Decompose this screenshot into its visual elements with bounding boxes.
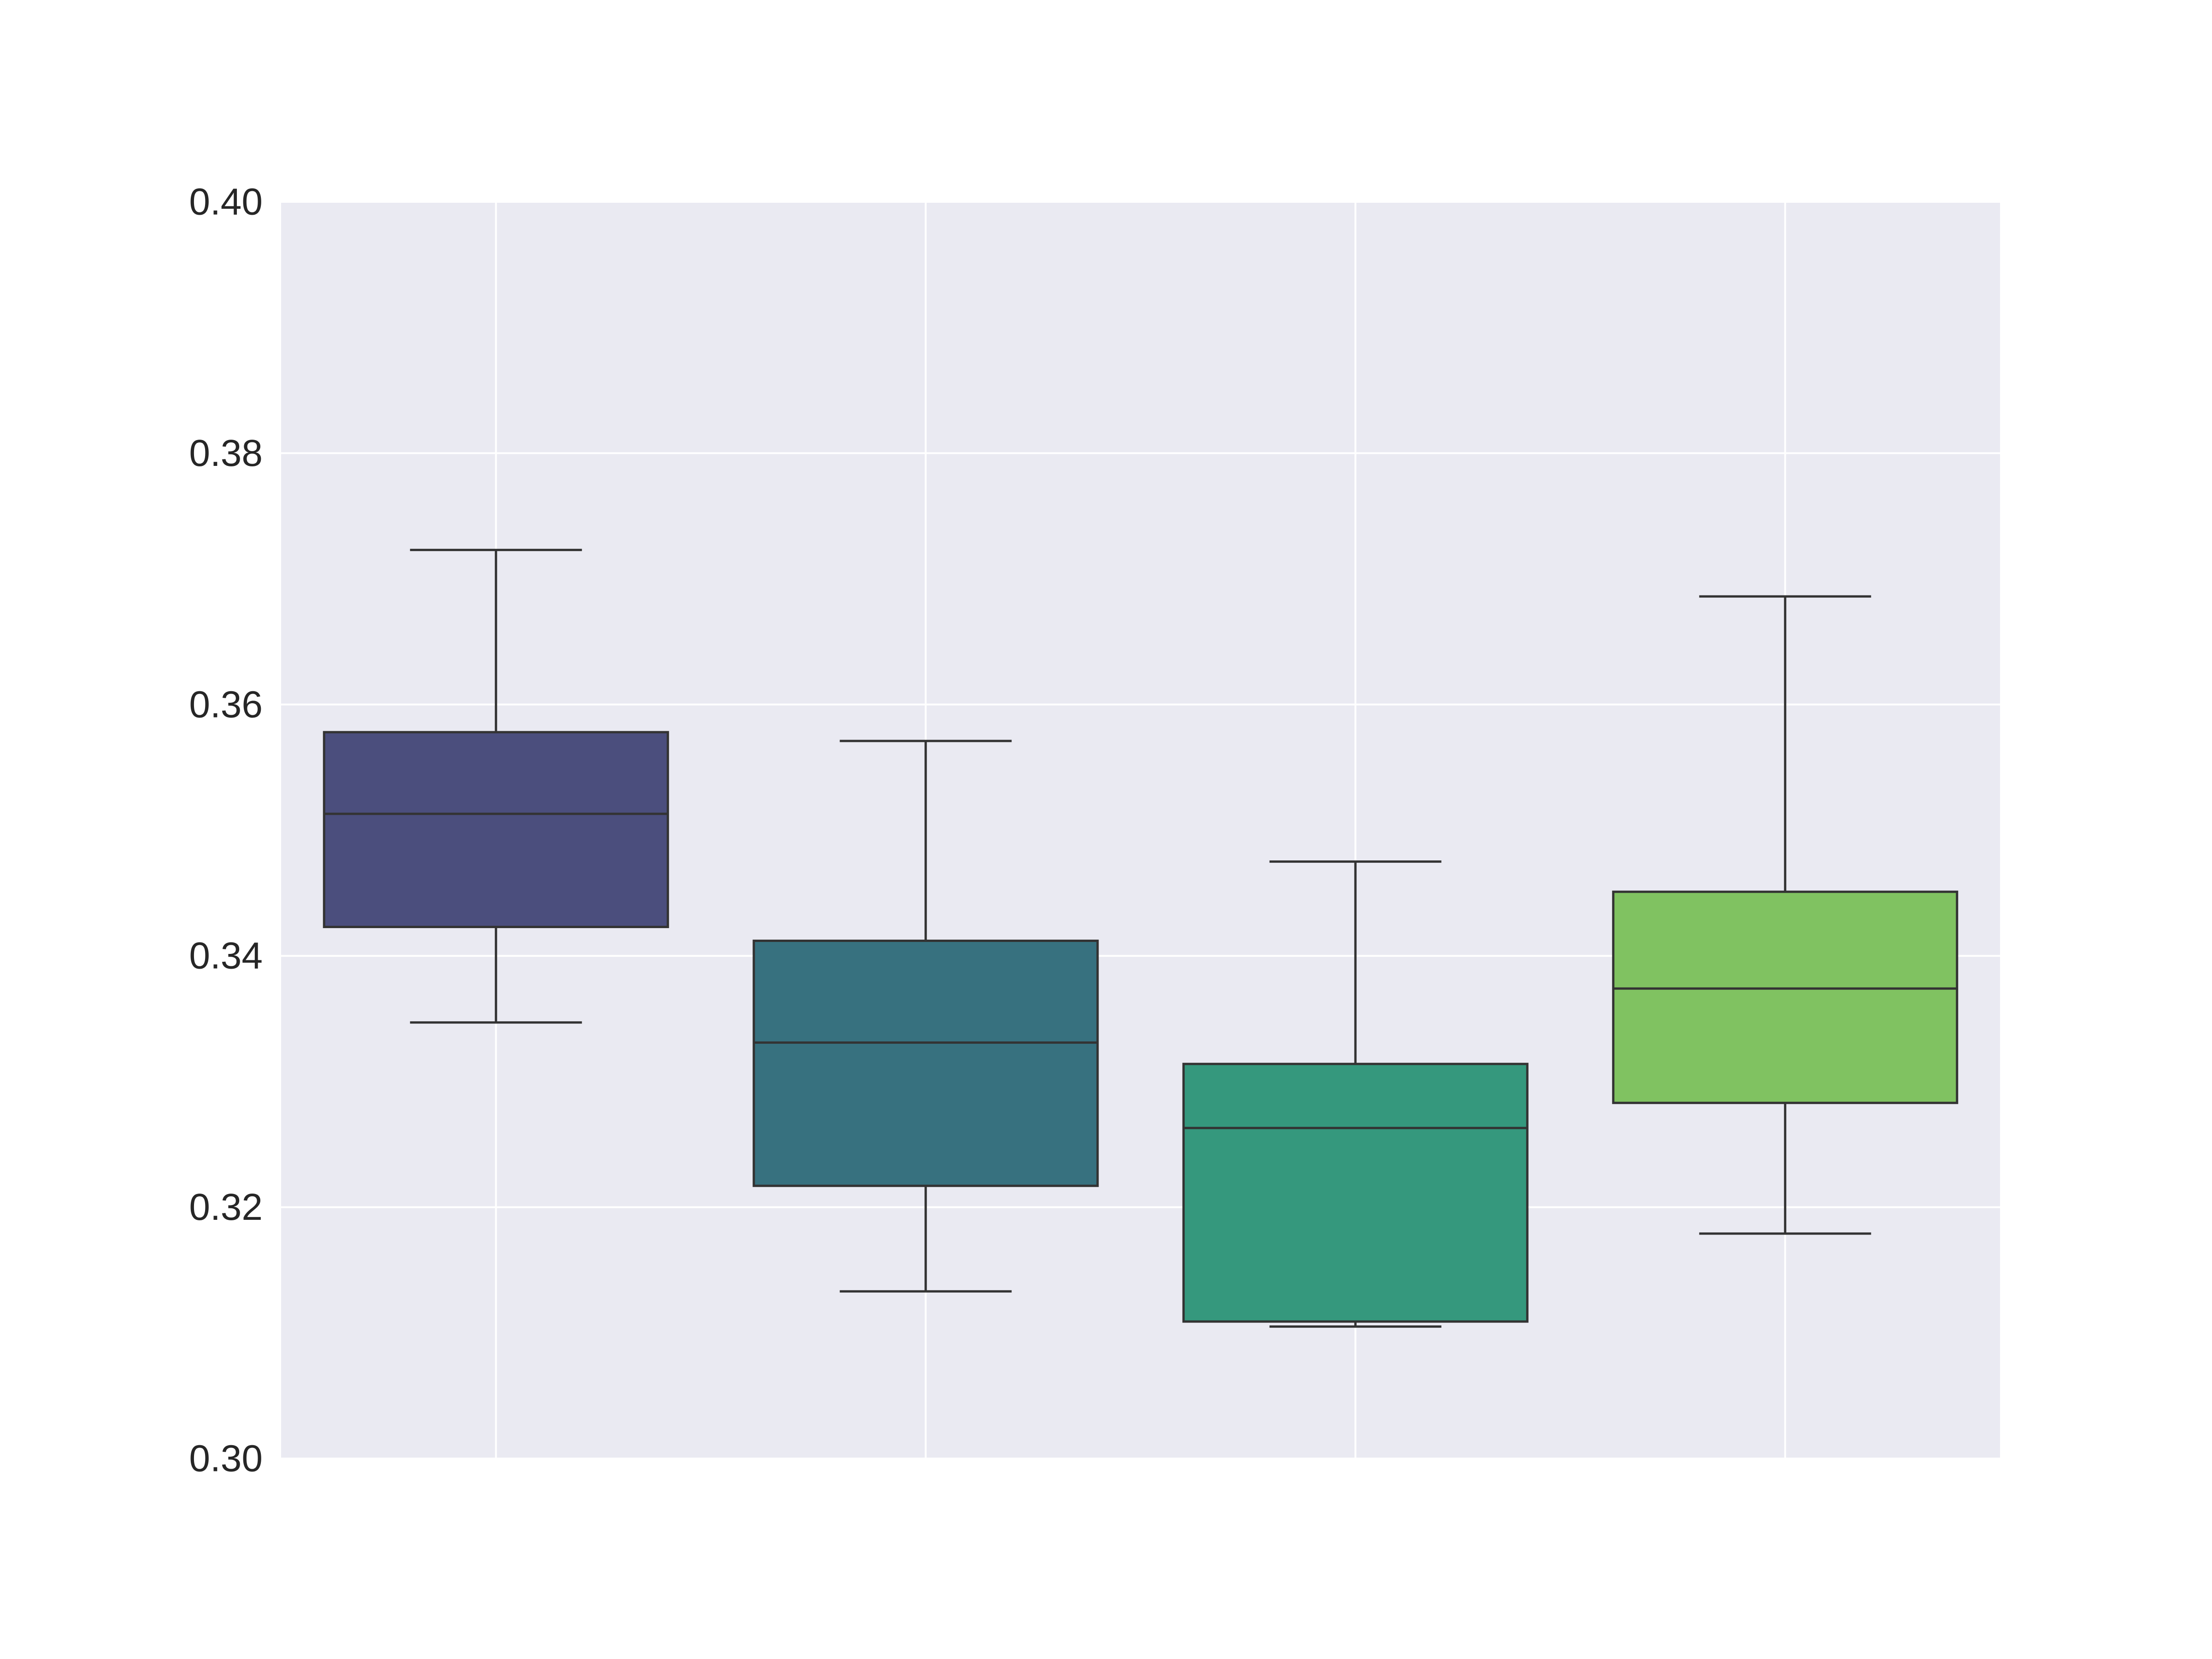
y-tick-label: 0.38 bbox=[189, 432, 263, 474]
y-gridlines bbox=[281, 201, 2000, 1459]
y-tick-label: 0.36 bbox=[189, 683, 263, 725]
y-tick-label: 0.32 bbox=[189, 1186, 263, 1228]
boxes bbox=[323, 548, 1959, 1328]
y-tick-label: 0.30 bbox=[189, 1438, 263, 1480]
box-body bbox=[753, 939, 1099, 1187]
box-body bbox=[323, 731, 669, 928]
box-2 bbox=[753, 740, 1099, 1293]
y-tick-label: 0.40 bbox=[189, 181, 263, 223]
box-3 bbox=[1182, 860, 1529, 1328]
y-tick-label: 0.34 bbox=[189, 935, 263, 977]
box-body bbox=[1612, 890, 1959, 1104]
box-body bbox=[1182, 1063, 1529, 1323]
y-tick-labels: 0.30 0.32 0.34 0.36 0.38 0.40 bbox=[189, 181, 263, 1480]
box-1 bbox=[323, 548, 669, 1024]
box-4 bbox=[1612, 595, 1959, 1235]
